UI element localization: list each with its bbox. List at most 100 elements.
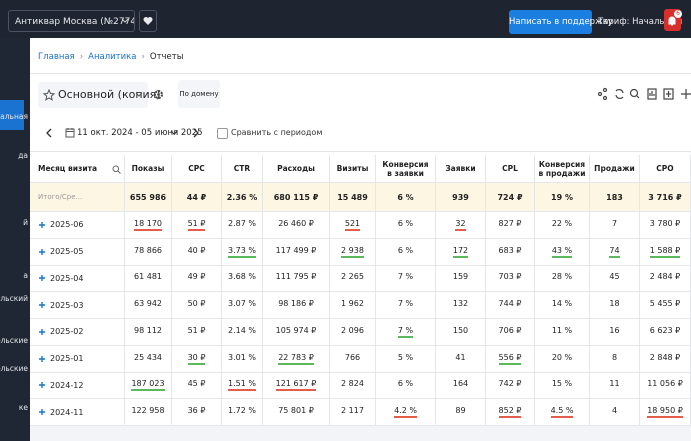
- cell-value: 20 %: [551, 352, 573, 362]
- expand-icon[interactable]: [38, 381, 46, 389]
- cell-value: 1 588 ₽: [649, 246, 681, 258]
- value-cell: 766: [330, 345, 376, 373]
- month-label: 2024-11: [50, 407, 84, 417]
- total-cell: 6 %: [376, 183, 436, 212]
- column-header[interactable]: Расходы: [263, 155, 330, 183]
- total-value: 3 716 ₽: [648, 192, 682, 202]
- value-cell: 50 ₽: [172, 292, 222, 319]
- value-cell: 3.07 %: [222, 292, 263, 319]
- value-cell: 742 ₽: [486, 372, 535, 400]
- breadcrumb-link[interactable]: Аналитика: [88, 52, 137, 62]
- value-cell: 121 617 ₽: [263, 372, 330, 400]
- total-cell: 2.36 %: [222, 183, 263, 212]
- cell-value: 28 %: [551, 272, 573, 282]
- cell-value: 7: [611, 218, 618, 228]
- column-header[interactable]: CPL: [486, 155, 535, 183]
- column-header[interactable]: Продажи: [590, 155, 640, 183]
- cell-value: 41: [455, 352, 466, 362]
- sidebar-item[interactable]: альная: [0, 110, 30, 124]
- value-cell: 15 %: [535, 372, 590, 400]
- cell-value: 51 ₽: [187, 325, 206, 335]
- heart-icon: [143, 17, 153, 25]
- footer-row: [30, 426, 691, 441]
- cell-value: 14 %: [551, 299, 573, 309]
- cell-value: 105 974 ₽: [275, 325, 317, 335]
- report-select[interactable]: [38, 82, 148, 108]
- support-button[interactable]: Написать в поддержку: [509, 10, 613, 34]
- period-select[interactable]: 11 окт. 2024 - 05 июня 2025: [77, 128, 203, 138]
- cell-value: 556 ₽: [498, 353, 522, 365]
- expand-icon[interactable]: [38, 408, 46, 416]
- expand-icon[interactable]: [38, 274, 46, 282]
- cell-value: 2 824: [341, 379, 364, 389]
- cell-value: 2 265: [341, 272, 364, 282]
- value-cell: 8: [590, 345, 640, 373]
- cell-value: 75 801 ₽: [278, 406, 314, 416]
- cell-value: 164: [452, 379, 469, 389]
- expand-icon[interactable]: [38, 301, 46, 309]
- total-cell: 680 115 ₽: [263, 183, 330, 212]
- cell-value: 40 ₽: [187, 245, 206, 255]
- sidebar-label: да: [18, 151, 28, 160]
- separator: ›: [79, 52, 84, 62]
- search-icon[interactable]: [112, 165, 121, 174]
- sidebar-label: альная: [0, 112, 28, 121]
- cell-value: 2.87 %: [228, 218, 256, 228]
- star-icon[interactable]: [43, 89, 55, 101]
- cell-value: 683 ₽: [498, 245, 522, 255]
- expand-icon[interactable]: [38, 328, 46, 336]
- cell-value: 25 434: [134, 352, 162, 362]
- value-cell: 4.2 %: [376, 399, 436, 426]
- cell-value: 1.72 %: [228, 406, 256, 416]
- account-select[interactable]: Антиквар Москва (№277459): [8, 10, 135, 32]
- total-value: 6 %: [397, 192, 414, 202]
- cell-value: 15 %: [551, 379, 573, 389]
- column-header[interactable]: Показы: [125, 155, 172, 183]
- month-cell: 2024-12: [30, 372, 125, 400]
- value-cell: 25 434: [125, 345, 172, 373]
- month-label: 2025-04: [50, 273, 84, 283]
- sidebar-item[interactable]: ке: [0, 401, 30, 415]
- total-value: 680 115 ₽: [273, 192, 319, 202]
- prev-period[interactable]: [44, 127, 54, 139]
- total-value: 183: [606, 192, 623, 202]
- column-header[interactable]: Месяц визита: [30, 155, 125, 183]
- column-header[interactable]: CTR: [222, 155, 263, 183]
- sidebar-item[interactable]: да: [0, 149, 30, 163]
- sidebar-item[interactable]: ельский: [0, 292, 30, 306]
- favorite-button[interactable]: [139, 10, 157, 32]
- settings-icon[interactable]: [153, 89, 164, 100]
- column-header[interactable]: Визиты: [330, 155, 376, 183]
- cell-value: 150: [452, 325, 469, 335]
- value-cell: 36 ₽: [172, 399, 222, 426]
- column-header[interactable]: Конверсия в продажи: [535, 155, 590, 183]
- sidebar-item[interactable]: а: [0, 269, 30, 283]
- breadcrumb-link[interactable]: Главная: [38, 52, 75, 62]
- group-button[interactable]: По домену: [178, 80, 220, 108]
- compare-label[interactable]: Сравнить с периодом: [231, 128, 323, 137]
- column-header[interactable]: Заявки: [436, 155, 486, 183]
- total-cell: 183: [590, 183, 640, 212]
- month-label: 2025-05: [50, 247, 84, 257]
- sidebar-item[interactable]: й: [0, 216, 30, 230]
- expand-icon[interactable]: [38, 248, 46, 256]
- column-header[interactable]: CPC: [172, 155, 222, 183]
- cell-value: 18 170: [134, 219, 162, 231]
- cell-value: 742 ₽: [498, 379, 522, 389]
- value-cell: 3 780 ₽: [640, 212, 691, 239]
- total-cell: 3 716 ₽: [640, 183, 691, 212]
- compare-checkbox[interactable]: [217, 128, 228, 139]
- column-header[interactable]: Конверсия в заявки: [376, 155, 436, 183]
- next-period[interactable]: [191, 127, 201, 139]
- cell-value: 6 %: [397, 245, 414, 255]
- expand-icon[interactable]: [38, 221, 46, 229]
- column-header[interactable]: CPO: [640, 155, 691, 183]
- value-cell: 111 795 ₽: [263, 265, 330, 293]
- cell-value: 3.73 %: [228, 246, 256, 258]
- value-cell: 18: [590, 292, 640, 319]
- divider: [30, 151, 691, 152]
- expand-icon[interactable]: [38, 355, 46, 363]
